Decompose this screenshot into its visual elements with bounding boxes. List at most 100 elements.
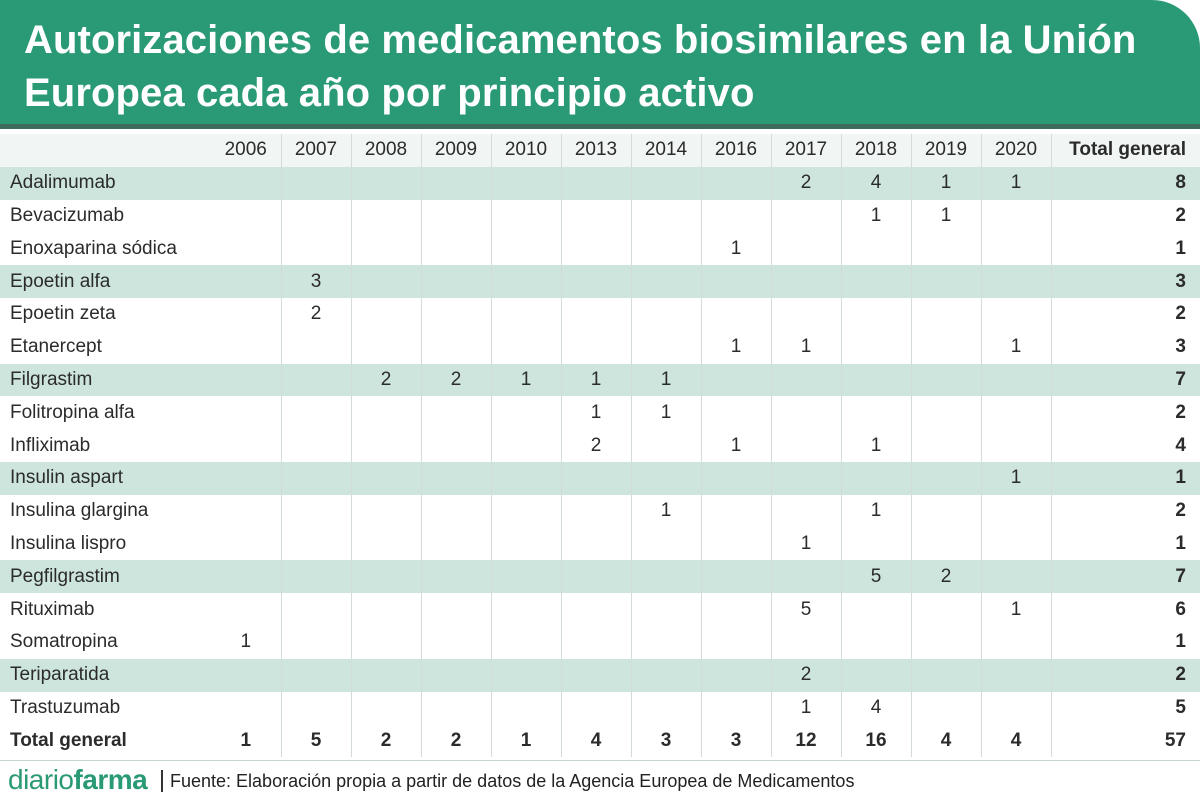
- count-cell: [701, 494, 772, 528]
- count-cell: [981, 199, 1052, 233]
- count-cell: [701, 297, 772, 331]
- count-cell: [281, 199, 352, 233]
- row-total-cell: 8: [1175, 172, 1186, 194]
- count-cell: [771, 494, 842, 528]
- substance-name: Etanercept: [10, 336, 102, 358]
- table-row: Teriparatida 2 2: [0, 658, 1200, 692]
- count-cell: 1: [491, 724, 562, 758]
- count-cell: 1: [981, 593, 1052, 626]
- count-cell: 1: [981, 166, 1052, 200]
- count-cell: [701, 527, 772, 561]
- count-cell: 2: [771, 658, 842, 692]
- count-cell: [981, 560, 1052, 594]
- count-cell: [281, 494, 352, 528]
- count-cell: [491, 297, 562, 331]
- header-year: 2019: [911, 134, 982, 167]
- count-cell: [421, 396, 492, 430]
- count-cell: 1: [211, 625, 282, 659]
- table-row: Insulina glargina 1 1 2: [0, 494, 1200, 528]
- count-cell: [701, 560, 772, 594]
- count-cell: [561, 232, 632, 266]
- count-cell: [211, 232, 282, 266]
- count-cell: [561, 625, 632, 659]
- substance-name: Infliximab: [10, 434, 91, 456]
- count-cell: [701, 593, 772, 626]
- count-cell: [351, 494, 422, 528]
- count-cell: 1: [981, 461, 1052, 495]
- row-total-cell: 57: [1164, 729, 1186, 751]
- count-cell: [561, 658, 632, 692]
- header-corner: [0, 134, 211, 167]
- count-cell: [281, 166, 352, 200]
- header-year: 2008: [351, 134, 422, 167]
- count-cell: [211, 494, 282, 528]
- count-cell: [561, 265, 632, 298]
- count-cell: [351, 625, 422, 659]
- count-cell: [491, 527, 562, 561]
- count-cell: [211, 330, 282, 364]
- substance-name: Pegfilgrastim: [10, 565, 120, 587]
- count-cell: [281, 461, 352, 495]
- row-total-cell: 1: [1175, 237, 1186, 259]
- substance-name: Folitropina alfa: [10, 401, 135, 423]
- count-cell: [771, 429, 842, 462]
- count-cell: [491, 593, 562, 626]
- count-cell: [561, 560, 632, 594]
- count-cell: 2: [911, 560, 982, 594]
- table-row: Somatropina 1 1: [0, 625, 1200, 659]
- count-cell: 1: [701, 330, 772, 364]
- count-cell: [771, 265, 842, 298]
- count-cell: [491, 199, 562, 233]
- count-cell: [281, 232, 352, 266]
- count-cell: [421, 625, 492, 659]
- count-cell: 1: [841, 199, 912, 233]
- count-cell: [421, 658, 492, 692]
- count-cell: [981, 429, 1052, 462]
- page-title: Autorizaciones de medicamentos biosimila…: [24, 18, 1137, 115]
- count-cell: [211, 396, 282, 430]
- substance-name: Enoxaparina sódica: [10, 237, 177, 259]
- count-cell: [841, 363, 912, 397]
- row-total-cell: 1: [1175, 467, 1186, 489]
- count-cell: [281, 691, 352, 725]
- count-cell: [981, 297, 1052, 331]
- table-row: Epoetin zeta 2 2: [0, 297, 1200, 331]
- title-banner: Autorizaciones de medicamentos biosimila…: [0, 0, 1200, 129]
- count-cell: [281, 593, 352, 626]
- count-cell: [771, 461, 842, 495]
- count-cell: [421, 560, 492, 594]
- count-cell: [631, 330, 702, 364]
- count-cell: [911, 265, 982, 298]
- count-cell: [491, 461, 562, 495]
- count-cell: [561, 494, 632, 528]
- count-cell: 16: [841, 724, 912, 758]
- table-row: Insulina lispro 1 1: [0, 527, 1200, 561]
- count-cell: 1: [561, 396, 632, 430]
- count-cell: 5: [841, 560, 912, 594]
- count-cell: [981, 527, 1052, 561]
- count-cell: [491, 494, 562, 528]
- table-body: Adalimumab 2 4 1 1 8 Bevacizumab 1 1 2 Enoxaparina…: [0, 166, 1200, 758]
- row-total-cell: 6: [1175, 598, 1186, 620]
- count-cell: [701, 691, 772, 725]
- count-cell: 1: [771, 691, 842, 725]
- count-cell: [351, 593, 422, 626]
- count-cell: 1: [911, 166, 982, 200]
- logo-text-farma: farma: [73, 764, 148, 795]
- count-cell: [491, 265, 562, 298]
- table-row: Adalimumab 2 4 1 1 8: [0, 166, 1200, 200]
- count-cell: [211, 658, 282, 692]
- count-cell: [771, 297, 842, 331]
- count-cell: [911, 527, 982, 561]
- table-row: Infliximab 2 1 1 4: [0, 429, 1200, 462]
- count-cell: [491, 658, 562, 692]
- count-cell: [281, 429, 352, 462]
- count-cell: [351, 396, 422, 430]
- count-cell: [841, 527, 912, 561]
- count-cell: [631, 658, 702, 692]
- source-note: Fuente: Elaboración propia a partir de d…: [170, 771, 855, 791]
- count-cell: 2: [281, 297, 352, 331]
- count-cell: [281, 527, 352, 561]
- count-cell: [631, 461, 702, 495]
- count-cell: [561, 461, 632, 495]
